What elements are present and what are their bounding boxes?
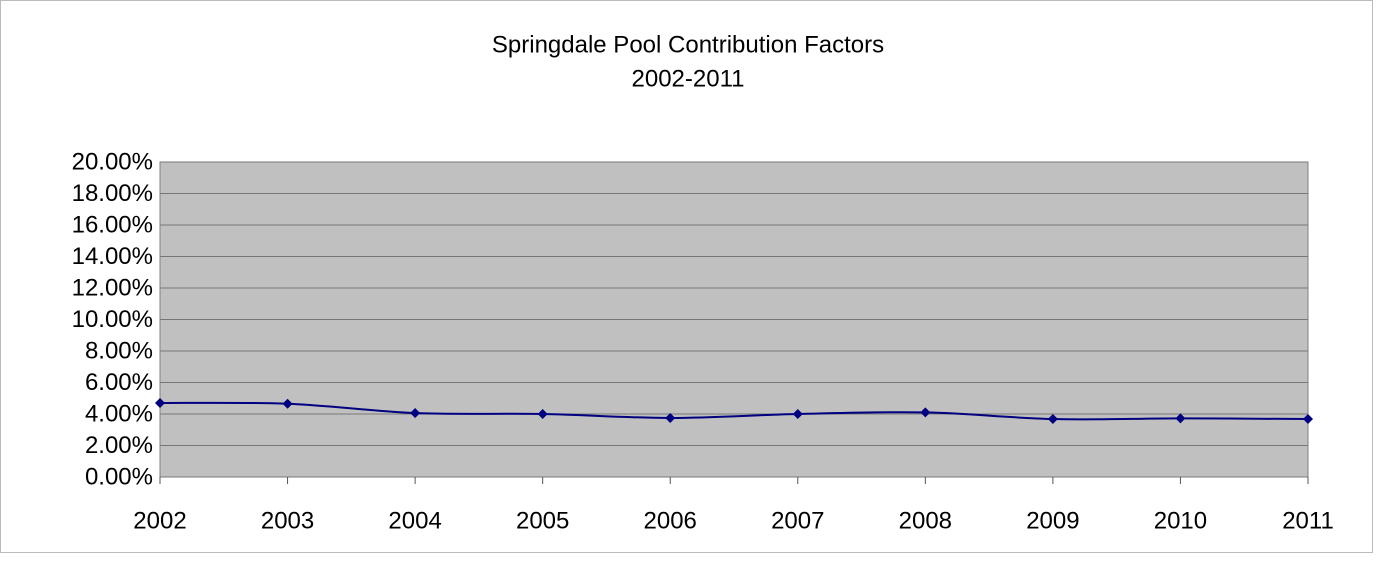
- point-marker: [282, 398, 293, 409]
- y-tick-label: 14.00%: [72, 243, 153, 270]
- x-tick-label: 2008: [899, 507, 952, 534]
- x-tick-label: 2006: [644, 507, 697, 534]
- x-tick-label: 2005: [516, 507, 569, 534]
- chart-subtitle: 2002-2011: [632, 65, 745, 92]
- point-marker: [410, 408, 421, 419]
- series-line: [159, 401, 1309, 421]
- y-tick-label: 0.00%: [85, 463, 153, 490]
- point-marker: [1047, 414, 1058, 425]
- point-marker: [155, 397, 165, 408]
- x-tick-label: 2009: [1026, 507, 1079, 534]
- point-marker: [537, 409, 548, 419]
- y-tick-label: 6.00%: [85, 369, 153, 396]
- point-marker: [1303, 414, 1313, 425]
- x-tick-label: 2002: [133, 507, 186, 534]
- y-tick-label: 18.00%: [72, 180, 153, 207]
- x-tick-label: 2010: [1154, 507, 1207, 534]
- x-tick-label: 2011: [1282, 507, 1334, 534]
- chart-title: Springdale Pool Contribution Factors: [492, 31, 884, 58]
- y-tick-label: 2.00%: [85, 432, 153, 459]
- y-tick-label: 12.00%: [72, 274, 153, 301]
- x-tick-label: 2007: [771, 507, 824, 534]
- y-tick-label: 20.00%: [72, 148, 153, 175]
- point-marker: [1175, 413, 1186, 424]
- point-marker: [792, 409, 803, 419]
- y-tick-label: 4.00%: [85, 400, 153, 427]
- x-tick-label: 2003: [261, 507, 314, 534]
- x-tick-label: 2004: [388, 507, 441, 534]
- y-tick-label: 10.00%: [72, 306, 153, 333]
- y-tick-label: 16.00%: [72, 211, 153, 238]
- point-marker: [920, 407, 931, 418]
- y-tick-label: 8.00%: [85, 337, 153, 364]
- point-marker: [665, 412, 676, 423]
